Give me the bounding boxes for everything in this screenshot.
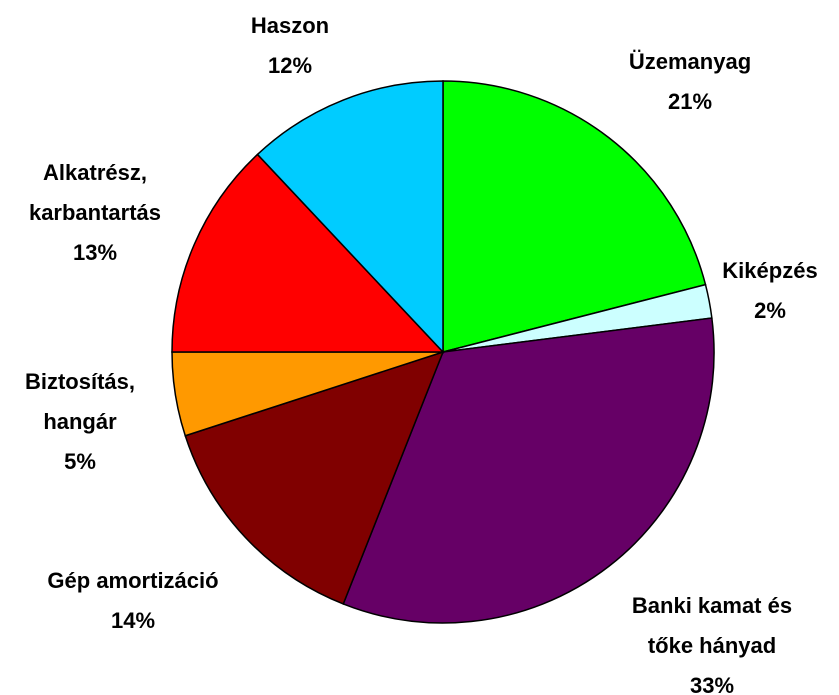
category-label: Biztosítás, [25, 369, 135, 394]
pie-slice [342, 317, 715, 624]
slice-label: Haszon 12% [251, 13, 329, 78]
value-label: 2% [754, 298, 786, 323]
slice-label: Kiképzés 2% [722, 258, 817, 323]
value-label: 5% [64, 449, 96, 474]
slice-label: Banki kamat és tőke hányad 33% [632, 593, 792, 695]
category-label: hangár [43, 409, 117, 434]
pie-slice [256, 80, 444, 354]
slice-label: Biztosítás, hangár 5% [25, 369, 135, 474]
category-label: Kiképzés [722, 258, 817, 283]
value-label: 33% [690, 673, 734, 695]
value-label: 12% [268, 53, 312, 78]
category-label: Gép amortizáció [47, 568, 218, 593]
category-label: karbantartás [29, 200, 161, 225]
slice-label: Üzemanyag 21% [629, 49, 751, 114]
category-label: tőke hányad [648, 633, 776, 658]
pie-slice [171, 153, 445, 353]
category-label: Üzemanyag [629, 49, 751, 74]
slice-label: Gép amortizáció 14% [47, 568, 218, 633]
category-label: Alkatrész, [43, 160, 147, 185]
pie-slice [442, 80, 707, 353]
value-label: 21% [668, 89, 712, 114]
category-label: Banki kamat és [632, 593, 792, 618]
slice-label: Alkatrész, karbantartás 13% [29, 160, 161, 265]
category-label: Haszon [251, 13, 329, 38]
value-label: 14% [111, 608, 155, 633]
value-label: 13% [73, 240, 117, 265]
